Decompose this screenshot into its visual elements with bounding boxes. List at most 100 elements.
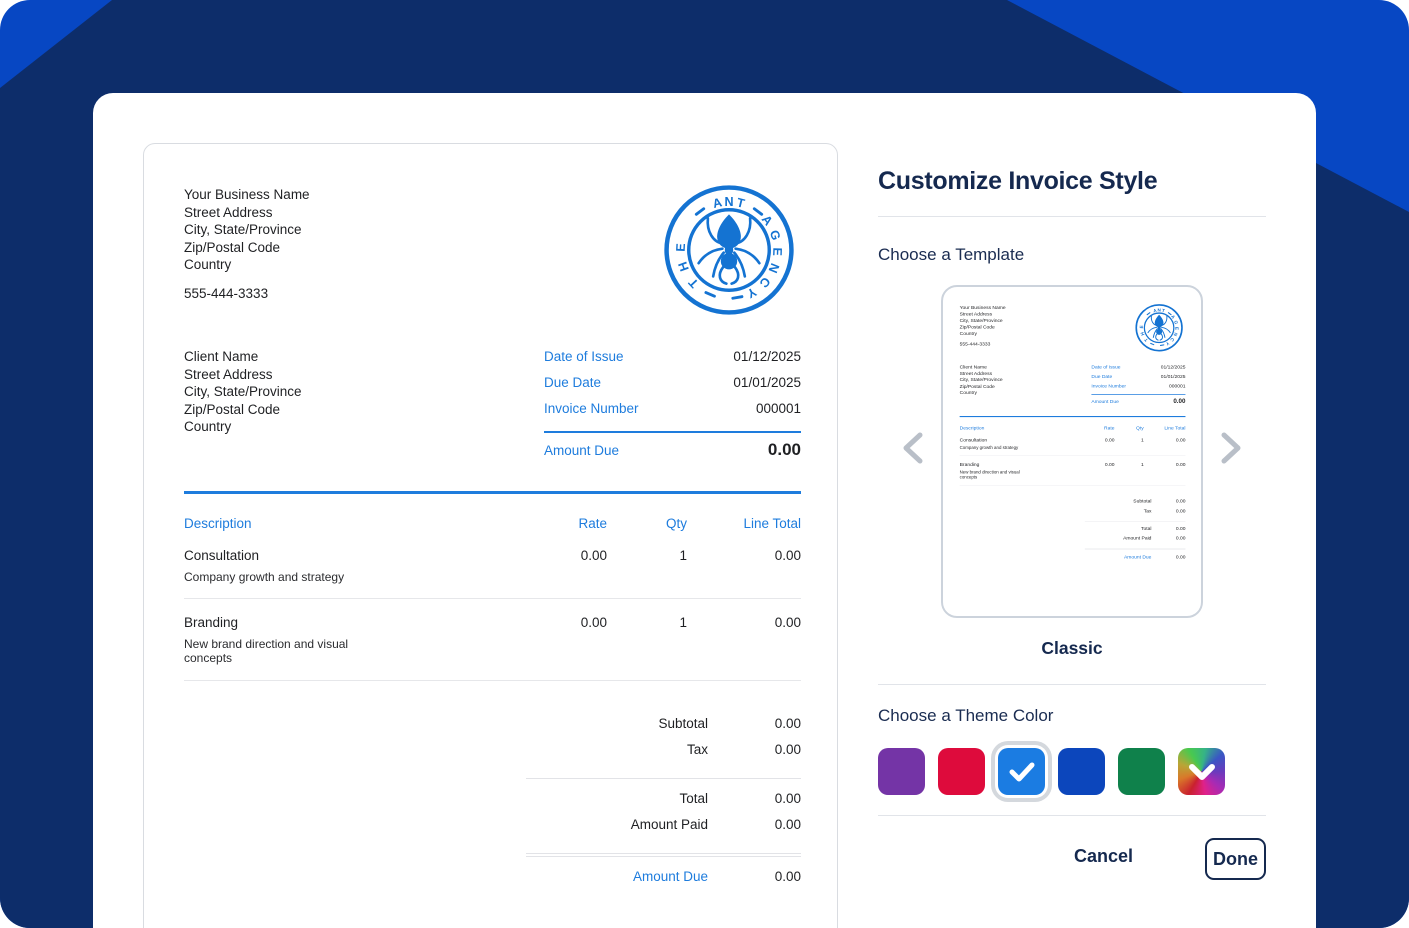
invoice-number-value: 000001 — [755, 401, 801, 416]
line-items-header: Description Rate Qty Line Total — [960, 425, 1186, 431]
due-date-row: Due Date 01/01/2025 — [544, 374, 801, 400]
tax-row: Tax 0.00 — [526, 741, 801, 767]
line-item-row: Branding New brand direction and visual … — [959, 461, 1186, 486]
rate-column-header: Rate — [578, 515, 607, 531]
chevron-right-icon — [1221, 432, 1241, 464]
description-column-header: Description — [959, 424, 985, 431]
client-zip: Zip/Postal Code — [959, 383, 995, 389]
total-label: Total — [1140, 525, 1152, 532]
meta-divider — [1091, 394, 1186, 395]
tax-row: Tax 0.00 — [1085, 507, 1186, 517]
theme-color-azure-selected[interactable] — [998, 748, 1045, 795]
item-rate: 0.00 — [580, 615, 607, 630]
table-top-rule — [959, 415, 1186, 417]
item-line-total: 0.00 — [774, 615, 801, 630]
svg-text:T: T — [1161, 308, 1165, 314]
invoice-preview: Your Business Name Street Address City, … — [945, 289, 1199, 614]
client-name: Client Name — [184, 349, 259, 364]
amount-due-value: 0.00 — [767, 440, 801, 459]
client-street: Street Address — [184, 366, 273, 382]
theme-color-purple[interactable] — [878, 748, 925, 795]
line-item-row: Branding New brand direction and visual … — [184, 614, 801, 681]
item-name: Branding — [184, 615, 239, 630]
panel-title: Customize Invoice Style — [878, 167, 1158, 195]
invoice-number-row: Invoice Number 000001 — [1091, 383, 1185, 393]
item-line-total: 0.00 — [1175, 461, 1186, 467]
tax-label: Tax — [686, 741, 708, 757]
item-name: Consultation — [184, 548, 260, 563]
client-info-block: Client Name Street Address City, State/P… — [184, 348, 484, 460]
total-row: Total 0.00 — [1085, 525, 1186, 535]
ant-logo-icon: T H E A N T A G E N C Y — [1135, 304, 1183, 352]
item-rate: 0.00 — [580, 548, 607, 563]
total-value: 0.00 — [774, 790, 801, 806]
client-city: City, State/Province — [184, 384, 302, 399]
date-of-issue-row: Date of Issue 01/12/2025 — [1091, 364, 1185, 374]
theme-color-red[interactable] — [938, 748, 985, 795]
done-button[interactable]: Done — [1205, 838, 1266, 880]
previous-template-button[interactable] — [900, 431, 926, 465]
amount-due-total-value: 0.00 — [1175, 554, 1186, 560]
item-rate: 0.00 — [1104, 436, 1115, 443]
panel-divider — [878, 684, 1266, 685]
business-name: Your Business Name — [184, 187, 310, 202]
template-thumbnail[interactable]: Your Business Name Street Address City, … — [941, 285, 1203, 618]
amount-paid-label: Amount Paid — [630, 816, 708, 832]
next-template-button[interactable] — [1218, 431, 1244, 465]
date-of-issue-value: 01/12/2025 — [1160, 364, 1186, 370]
subtotal-value: 0.00 — [774, 715, 801, 731]
theme-color-custom[interactable] — [1178, 748, 1225, 795]
svg-text:A: A — [1153, 308, 1158, 314]
business-zip: Zip/Postal Code — [959, 323, 995, 330]
totals-divider — [526, 777, 801, 779]
totals-double-divider — [526, 852, 801, 857]
item-description: Company growth and strategy — [184, 569, 345, 584]
invoice-body: Your Business Name Street Address City, … — [945, 289, 1199, 614]
choose-theme-color-label: Choose a Theme Color — [878, 706, 1054, 725]
due-date-label: Due Date — [544, 375, 602, 390]
item-qty: 1 — [679, 615, 687, 630]
svg-text:E: E — [770, 247, 784, 256]
due-date-value: 01/01/2025 — [1160, 373, 1186, 380]
due-date-label: Due Date — [1091, 373, 1113, 380]
ant-agency-logo: T H E A N T A G E N C Y — [1135, 304, 1183, 352]
ant-glyph — [697, 214, 761, 285]
amount-due-header-row: Amount Due 0.00 — [544, 441, 801, 460]
line-items-header: Description Rate Qty Line Total — [184, 515, 801, 533]
table-top-rule — [184, 490, 801, 494]
business-country: Country — [184, 257, 232, 272]
total-label: Total — [679, 790, 708, 806]
client-zip: Zip/Postal Code — [184, 401, 281, 417]
invoice-number-label: Invoice Number — [544, 401, 639, 416]
amount-due-value: 0.00 — [1173, 397, 1186, 405]
invoice-meta-block: Date of Issue 01/12/2025 Due Date 01/01/… — [1091, 364, 1186, 405]
subtotal-row: Subtotal 0.00 — [526, 715, 801, 741]
item-qty: 1 — [1140, 436, 1144, 443]
svg-text:A: A — [1170, 314, 1176, 320]
svg-text:N: N — [1157, 308, 1160, 313]
amount-paid-value: 0.00 — [774, 816, 801, 832]
amount-due-total-value: 0.00 — [774, 868, 801, 884]
subtotal-label: Subtotal — [658, 715, 708, 731]
svg-text:T: T — [735, 195, 746, 211]
business-street: Street Address — [184, 204, 273, 220]
cancel-button[interactable]: Cancel — [1073, 846, 1133, 866]
theme-color-green[interactable] — [1118, 748, 1165, 795]
due-date-value: 01/01/2025 — [733, 375, 801, 390]
invoice-meta-block: Date of Issue 01/12/2025 Due Date 01/01/… — [544, 348, 801, 460]
svg-text:C: C — [1169, 337, 1175, 343]
total-value: 0.00 — [1175, 525, 1186, 532]
theme-color-swatches — [878, 748, 1225, 795]
theme-color-blue[interactable] — [1058, 748, 1105, 795]
business-country: Country — [959, 330, 977, 336]
svg-text:E: E — [1139, 325, 1144, 328]
amount-due-label: Amount Due — [544, 443, 620, 458]
svg-text:Y: Y — [1165, 340, 1170, 346]
rate-column-header: Rate — [1104, 424, 1115, 431]
svg-text:E: E — [674, 243, 688, 252]
ant-glyph — [1147, 314, 1171, 341]
invoice-number-label: Invoice Number — [1091, 383, 1127, 389]
item-rate: 0.00 — [1104, 461, 1115, 467]
subtotal-row: Subtotal 0.00 — [1085, 498, 1185, 508]
invoice-preview: Your Business Name Street Address City, … — [143, 143, 838, 928]
